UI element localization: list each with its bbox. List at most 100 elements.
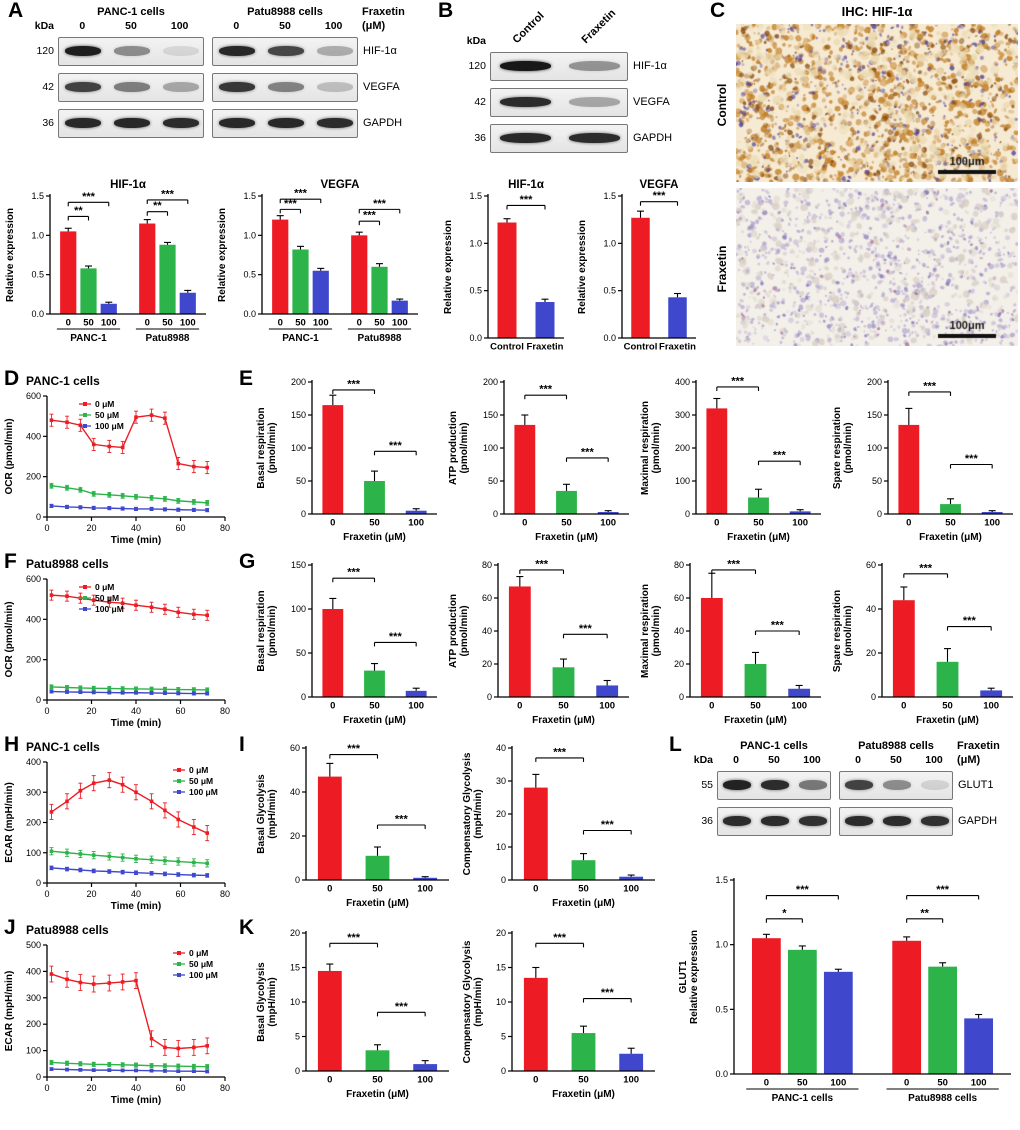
lane-label: 100 (803, 754, 821, 766)
bar (100, 303, 117, 314)
svg-text:0: 0 (36, 695, 41, 705)
series-line (51, 973, 208, 1050)
svg-text:50: 50 (561, 518, 572, 529)
svg-text:600: 600 (26, 391, 41, 401)
lane-label: 0 (233, 20, 240, 32)
svg-text:100: 100 (313, 318, 329, 329)
svg-text:***: *** (579, 623, 593, 635)
bar (556, 490, 577, 514)
svg-text:Basal respiration: Basal respiration (256, 407, 267, 488)
svg-text:Relative expression: Relative expression (5, 208, 16, 302)
svg-text:0.5: 0.5 (603, 286, 616, 296)
bar-chart-svg: 0 50 100 0 50 100 150 Basal respiration (pmol/mi… (256, 560, 437, 726)
panel-title-D: PANC-1 cells (26, 374, 100, 388)
svg-text:150: 150 (483, 410, 498, 420)
svg-text:Time (min): Time (min) (111, 535, 161, 546)
bar (312, 270, 329, 314)
bar-chart-svg: PANC-1 cells Patu8988 cells 0 50 100 0 50 100 0.… (678, 875, 1011, 1104)
lane-label: 100 (170, 20, 189, 32)
svg-text:Basal Glycolysis: Basal Glycolysis (256, 962, 267, 1042)
svg-text:***: *** (347, 743, 361, 755)
svg-text:Patu8988: Patu8988 (146, 333, 190, 344)
bar-chart-svg: 0 50 100 0 100 200 300 400 Maximal respiration (p… (640, 375, 821, 543)
svg-text:100 μM: 100 μM (189, 787, 218, 797)
line-chart-ocr-patu8988: 0 200 400 600 0 20 40 60 80 OCR (pmol/min) Time (m… (2, 573, 233, 730)
lane-label: 50 (768, 754, 780, 766)
svg-text:0: 0 (301, 509, 306, 519)
bar (787, 949, 817, 1074)
bar (668, 297, 687, 338)
svg-text:Fraxetin (μM): Fraxetin (μM) (343, 532, 406, 543)
svg-text:(pmol/min): (pmol/min) (459, 605, 470, 656)
svg-text:***: *** (373, 198, 387, 210)
svg-text:Fraxetin (μM): Fraxetin (μM) (919, 532, 982, 543)
bar (823, 971, 853, 1074)
svg-text:0: 0 (357, 318, 362, 329)
svg-text:GLUT1: GLUT1 (678, 960, 689, 993)
blot-band (65, 82, 102, 92)
svg-text:200: 200 (483, 377, 498, 387)
svg-text:100: 100 (417, 884, 433, 895)
svg-text:Patu8988: Patu8988 (358, 333, 402, 344)
svg-text:100 μM: 100 μM (95, 604, 124, 614)
bar (159, 244, 176, 314)
blot-band (267, 46, 304, 56)
panel-I: I 0 50 100 0 20 40 60 Basal Glycolysis (mpH/min)… (235, 734, 665, 916)
svg-text:80: 80 (220, 889, 230, 899)
svg-text:Relative expression: Relative expression (217, 208, 228, 302)
svg-text:Basal respiration: Basal respiration (256, 590, 267, 671)
svg-text:0 μM: 0 μM (95, 399, 114, 409)
svg-text:0: 0 (36, 1072, 41, 1082)
panel-label-D: D (4, 367, 20, 390)
bar-chart-spare-respiration-panc1: 0 50 100 0 50 100 150 200 Spare respiration (pmol… (831, 372, 1019, 548)
svg-text:Fraxetin (μM): Fraxetin (μM) (727, 532, 790, 543)
svg-text:100: 100 (867, 443, 882, 453)
bar (936, 661, 959, 697)
svg-text:0: 0 (764, 1078, 769, 1089)
lane-label: 100 (925, 754, 943, 766)
svg-text:60: 60 (866, 560, 876, 570)
svg-text:***: *** (284, 198, 298, 210)
svg-text:60: 60 (175, 523, 185, 533)
lane-label: Control (510, 9, 547, 46)
blot-band (760, 816, 790, 826)
blot-band (113, 46, 150, 56)
svg-text:100: 100 (392, 318, 408, 329)
line-chart-svg: 0 200 400 600 0 20 40 60 80 OCR (pmol/min) Time (m… (4, 574, 230, 729)
svg-text:**: ** (74, 205, 83, 217)
svg-text:50: 50 (578, 1075, 589, 1086)
blot-band (882, 780, 912, 790)
svg-text:50: 50 (937, 1078, 948, 1089)
series-line (51, 850, 208, 865)
bar-chart-svg: 0 50 100 0 20 40 60 Spare respiration (pmol/min)… (832, 560, 1013, 726)
svg-text:0 μM: 0 μM (189, 948, 208, 958)
bar (571, 1033, 596, 1071)
blot-film (839, 806, 953, 836)
line-chart-svg: 0 200 400 600 0 20 40 60 80 OCR (pmol/min) Time (m… (4, 391, 230, 546)
svg-text:Relative expression: Relative expression (443, 220, 454, 314)
svg-text:20: 20 (86, 889, 96, 899)
svg-text:40: 40 (482, 626, 492, 636)
svg-text:0: 0 (533, 884, 538, 895)
svg-text:1.0: 1.0 (603, 238, 616, 248)
bar (980, 690, 1003, 697)
svg-text:***: *** (520, 194, 534, 206)
bar (322, 405, 344, 514)
svg-text:0: 0 (36, 512, 41, 522)
svg-text:Fraxetin: Fraxetin (527, 342, 564, 353)
svg-text:(pmol/min): (pmol/min) (651, 422, 662, 473)
svg-text:60: 60 (290, 743, 300, 753)
svg-text:40: 40 (131, 706, 141, 716)
blot-band (219, 118, 256, 128)
svg-text:15: 15 (496, 963, 506, 973)
blot-band (219, 46, 256, 56)
bar-chart-basal-glycolysis-patu8988: 0 50 100 0 5 10 15 20 Basal Glycolysis (mpH/min) F… (255, 923, 455, 1105)
svg-text:0.0: 0.0 (243, 309, 256, 319)
svg-text:0: 0 (44, 523, 49, 533)
bar (413, 1064, 438, 1071)
svg-text:1.0: 1.0 (715, 940, 728, 950)
svg-text:50: 50 (369, 701, 380, 712)
svg-text:Fraxetin (μM): Fraxetin (μM) (552, 898, 615, 909)
svg-text:Fraxetin: Fraxetin (659, 342, 696, 353)
svg-text:Relative expression: Relative expression (689, 930, 700, 1024)
